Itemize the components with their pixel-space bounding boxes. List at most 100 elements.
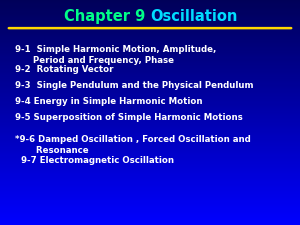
Bar [0,29,300,30]
Text: 9-3  Single Pendulum and the Physical Pendulum: 9-3 Single Pendulum and the Physical Pen… [15,81,253,90]
Bar [0,19,300,20]
Bar [0,98,300,99]
Bar [0,73,300,74]
Bar [0,134,300,135]
Bar [0,148,300,150]
Bar [0,198,300,199]
Bar [0,11,300,12]
Bar [0,33,300,34]
Bar [0,2,300,3]
Bar [0,197,300,198]
Bar [0,171,300,172]
Bar [0,112,300,114]
Bar [0,141,300,142]
Bar [0,132,300,133]
Bar [0,17,300,18]
Bar [0,81,300,82]
Bar [0,156,300,158]
Bar [0,146,300,147]
Bar [0,130,300,132]
Bar [0,213,300,214]
Bar [0,36,300,37]
Bar [0,75,300,76]
Bar [0,38,300,39]
Bar [0,90,300,91]
Bar [0,68,300,69]
Bar [0,219,300,220]
Bar [0,9,300,10]
Bar [0,89,300,90]
Bar [0,201,300,202]
Bar [0,182,300,183]
Bar [0,28,300,29]
Bar [0,208,300,209]
Bar [0,76,300,78]
Bar [0,37,300,38]
Bar [0,10,300,11]
Bar [0,138,300,140]
Bar [0,184,300,186]
Bar [0,150,300,151]
Bar [0,166,300,168]
Bar [0,180,300,181]
Bar [0,3,300,4]
Bar [0,87,300,88]
Bar [0,97,300,98]
Bar [0,24,300,25]
Bar [0,20,300,21]
Bar [0,115,300,116]
Bar [0,179,300,180]
Bar [0,118,300,119]
Bar [0,43,300,44]
Bar [0,202,300,204]
Bar [0,218,300,219]
Bar [0,78,300,79]
Bar [0,140,300,141]
Bar [0,65,300,66]
Bar [0,145,300,146]
Bar [0,169,300,170]
Bar [0,125,300,126]
Bar [0,91,300,92]
Bar [0,82,300,83]
Bar [0,16,300,17]
Bar [0,56,300,57]
Bar [0,34,300,35]
Bar [0,104,300,105]
Bar [0,44,300,45]
Text: 9-2  Rotating Vector: 9-2 Rotating Vector [15,65,113,74]
Bar [0,88,300,89]
Bar [0,216,300,217]
Bar [0,64,300,65]
Bar [0,162,300,163]
Bar [0,57,300,58]
Bar [0,159,300,160]
Bar [0,186,300,187]
Bar [0,32,300,33]
Text: 9-5 Superposition of Simple Harmonic Motions: 9-5 Superposition of Simple Harmonic Mot… [15,112,243,122]
Bar [0,53,300,54]
Bar [0,135,300,136]
Bar [0,123,300,124]
Bar [0,126,300,127]
Bar [0,61,300,62]
Bar [0,223,300,224]
Bar [0,124,300,125]
Bar [0,191,300,192]
Bar [0,207,300,208]
Bar [0,110,300,111]
Bar [0,63,300,64]
Bar [0,18,300,19]
Text: Chapter 9: Chapter 9 [64,9,150,24]
Bar [0,101,300,102]
Bar [0,160,300,161]
Bar [0,120,300,122]
Bar [0,42,300,43]
Bar [0,194,300,195]
Text: Oscillation: Oscillation [150,9,237,24]
Bar [0,71,300,72]
Bar [0,30,300,32]
Bar [0,25,300,26]
Bar [0,93,300,94]
Bar [0,137,300,138]
